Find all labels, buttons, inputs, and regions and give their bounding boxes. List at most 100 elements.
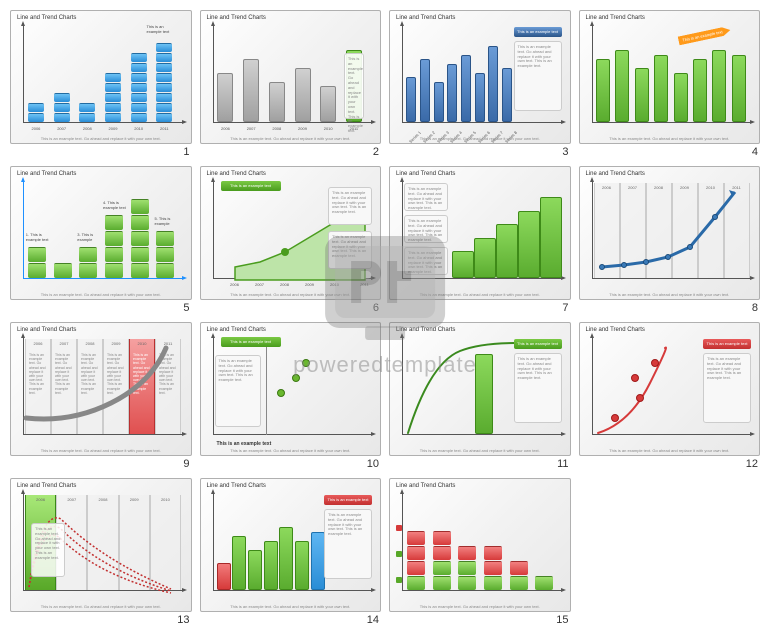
footer-text: This is an example text. Go ahead and re…	[201, 136, 381, 141]
y-axis	[402, 181, 403, 279]
bar	[712, 50, 726, 122]
grid-column: 2010This is an example text. Go ahead an…	[129, 339, 155, 434]
slide-title: Line and Trend Charts	[586, 171, 645, 177]
arrow-callout: This is an example text	[678, 26, 732, 46]
slide-13[interactable]: Line and Trend Charts2006200720082009201…	[10, 478, 192, 626]
grid-column: 2006	[594, 183, 620, 278]
bar	[295, 68, 311, 122]
footer-text: This is an example text. Go ahead and re…	[11, 448, 191, 453]
x-label: 2007	[57, 126, 66, 131]
bar	[217, 73, 233, 123]
slide-11[interactable]: Line and Trend ChartsThis is an example …	[389, 322, 571, 470]
bar	[232, 536, 246, 590]
grid-column: 2010	[150, 495, 181, 590]
x-label: 2010	[134, 126, 143, 131]
x-label: 2010	[324, 126, 333, 131]
slide-thumbnail: Line and Trend Charts2006200720082009201…	[10, 10, 192, 144]
slide-number: 3	[389, 144, 571, 158]
slide-title: Line and Trend Charts	[207, 171, 266, 177]
stacked-bar	[458, 545, 476, 590]
slide-title: Line and Trend Charts	[396, 15, 455, 21]
slide-thumbnail: Line and Trend Charts This is an example …	[579, 10, 761, 144]
data-point	[665, 254, 671, 260]
bar	[248, 550, 262, 591]
slide-10[interactable]: Line and Trend ChartsThis is an example …	[200, 322, 382, 470]
slide-12[interactable]: Line and Trend ChartsThis is an example …	[579, 322, 761, 470]
footer-text: This is an example text. Go ahead and re…	[390, 136, 570, 141]
slide-title: Line and Trend Charts	[17, 15, 76, 21]
slide-title: Line and Trend Charts	[17, 171, 76, 177]
grid-column: 2006This is an example text. Go ahead an…	[25, 339, 51, 434]
slide-number: 6	[200, 300, 382, 314]
slide-3[interactable]: Line and Trend ChartsSeries 1Series 2Ser…	[389, 10, 571, 158]
bar	[540, 197, 562, 278]
bar	[693, 59, 707, 122]
slide-number: 15	[389, 612, 571, 626]
slide-9[interactable]: Line and Trend Charts2006This is an exam…	[10, 322, 192, 470]
slide-14[interactable]: Line and Trend Charts This is an example …	[200, 478, 382, 626]
data-point	[636, 394, 644, 402]
bar	[496, 224, 518, 278]
slide-8[interactable]: Line and Trend Charts2006200720082009201…	[579, 166, 761, 314]
data-point	[712, 214, 718, 220]
grid-column: 2011This is an example text. Go ahead an…	[155, 339, 181, 434]
bar	[654, 55, 668, 123]
x-label: 2008	[272, 126, 281, 131]
slide-6[interactable]: Line and Trend Charts2006200720082009201…	[200, 166, 382, 314]
y-axis	[23, 337, 24, 435]
data-point	[631, 374, 639, 382]
footer-text: This is an example text. Go ahead and re…	[390, 292, 570, 297]
bar	[269, 82, 285, 123]
slide-title: Line and Trend Charts	[586, 327, 645, 333]
y-axis	[402, 25, 403, 123]
x-axis	[213, 590, 373, 591]
bar	[475, 73, 485, 123]
stacked-bar	[54, 92, 70, 122]
x-axis	[213, 434, 373, 435]
bar	[434, 82, 444, 123]
slide-7[interactable]: Line and Trend ChartsThis is an example …	[389, 166, 571, 314]
grid-column: 2009	[119, 495, 150, 590]
slide-thumbnail: Line and Trend Charts1. This is example …	[10, 166, 192, 300]
slide-2[interactable]: Line and Trend Charts2006200720082009201…	[200, 10, 382, 158]
slide-title: Line and Trend Charts	[207, 483, 266, 489]
slide-number: 7	[389, 300, 571, 314]
bar	[279, 527, 293, 590]
slide-number: 13	[10, 612, 192, 626]
slide-15[interactable]: Line and Trend ChartsThis is an example …	[389, 478, 571, 626]
grid-column: 2009This is an example text. Go ahead an…	[103, 339, 129, 434]
y-axis	[23, 181, 24, 279]
stacked-bar	[105, 72, 121, 122]
slide-5[interactable]: Line and Trend Charts1. This is example …	[10, 166, 192, 314]
x-axis	[23, 590, 183, 591]
slide-thumbnail: Line and Trend Charts2006200720082009201…	[10, 478, 192, 612]
slide-thumbnail: Line and Trend Charts2006200720082009201…	[579, 166, 761, 300]
slide-1[interactable]: Line and Trend Charts2006200720082009201…	[10, 10, 192, 158]
bar	[518, 211, 540, 279]
slide-number: 11	[389, 456, 571, 470]
stacked-bar	[433, 530, 451, 590]
bar	[264, 541, 278, 591]
bar	[420, 59, 430, 122]
footer-text: This is an example text. Go ahead and re…	[201, 604, 381, 609]
x-axis	[402, 434, 562, 435]
slide-number: 8	[579, 300, 761, 314]
x-axis	[402, 278, 562, 279]
x-axis	[23, 434, 183, 435]
y-axis	[592, 25, 593, 123]
bar	[295, 541, 309, 591]
data-point	[302, 359, 310, 367]
stacked-bar	[79, 246, 97, 278]
slide-title: Line and Trend Charts	[586, 15, 645, 21]
y-axis	[592, 337, 593, 435]
slide-title: Line and Trend Charts	[207, 327, 266, 333]
grid-column: 2008This is an example text. Go ahead an…	[77, 339, 103, 434]
x-label: 2007	[247, 126, 256, 131]
y-axis	[592, 181, 593, 279]
x-label: 2006	[221, 126, 230, 131]
data-point	[599, 264, 605, 270]
x-axis	[592, 122, 752, 123]
slide-4[interactable]: Line and Trend Charts This is an example …	[579, 10, 761, 158]
stacked-bar	[510, 560, 528, 590]
bar	[406, 77, 416, 122]
